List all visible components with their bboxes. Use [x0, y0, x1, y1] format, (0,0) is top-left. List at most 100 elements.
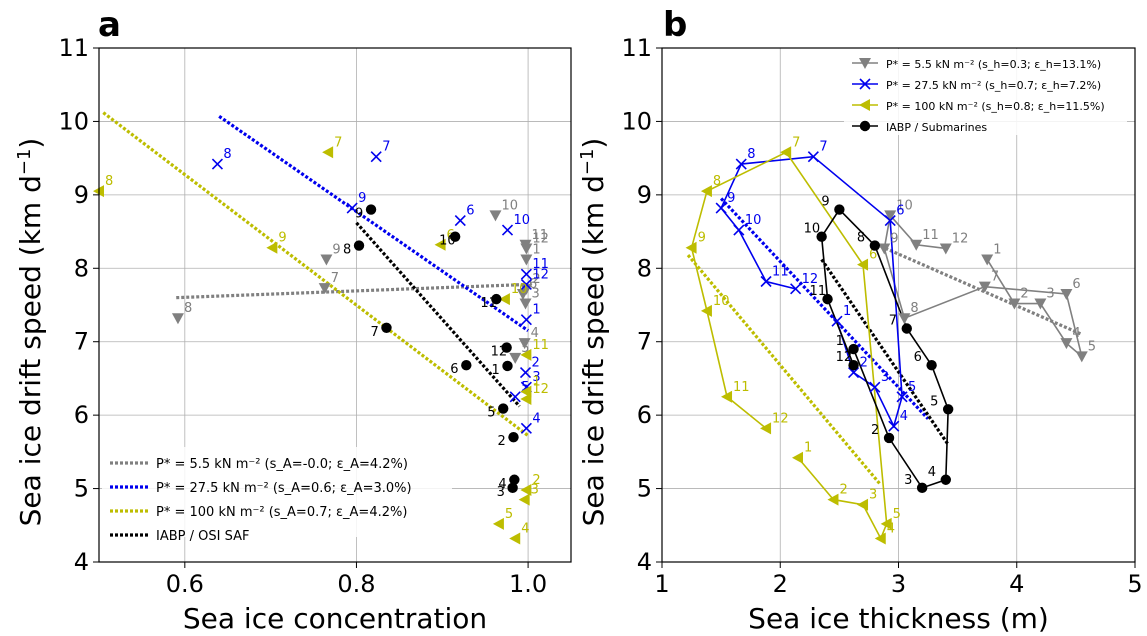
- point-blue-month-10: [733, 224, 745, 236]
- point-gray-month-3: [1034, 298, 1047, 310]
- point-black-month-6: [926, 360, 937, 371]
- point-gray-month-8: [898, 313, 911, 325]
- month-label-olive: 1: [804, 441, 812, 456]
- point-gray-month-1: [981, 254, 994, 266]
- month-label-blue: 4: [532, 411, 540, 426]
- panel-a-ylabel: Sea ice drift speed (km d−1): [14, 138, 48, 527]
- month-label-gray: 3: [532, 287, 540, 302]
- month-label-black: 1: [491, 363, 499, 378]
- fit-line-gray: [176, 282, 529, 300]
- panel-letter-b: b: [663, 5, 687, 45]
- month-label-blue: 1: [532, 303, 540, 318]
- point-black-month-9: [365, 204, 377, 215]
- point-gray-month-5: [1075, 351, 1088, 363]
- legend-label-gray: P* = 5.5 kN m⁻² (s_h=0.3; ε_h=13.1%): [886, 58, 1101, 71]
- month-label-black: 11: [810, 284, 827, 299]
- month-label-black: 1: [836, 334, 844, 349]
- y-tick-label: 6: [74, 401, 89, 429]
- month-label-black: 3: [904, 473, 912, 488]
- y-tick-label: 8: [74, 254, 89, 282]
- month-label-olive: 7: [792, 135, 800, 150]
- point-gray-month-9: [320, 254, 333, 266]
- y-tick-label: 10: [621, 107, 652, 135]
- month-label-olive: 4: [521, 522, 529, 537]
- month-label-gray: 1: [993, 242, 1001, 257]
- legend-label-gray: P* = 5.5 kN m⁻² (s_A=-0.0; ε_A=4.2%): [156, 457, 408, 472]
- legend: P* = 5.5 kN m⁻² (s_h=0.3; ε_h=13.1%) P* =…: [844, 49, 1127, 135]
- point-black-month-5: [498, 403, 509, 414]
- month-label-blue: 5: [521, 380, 529, 395]
- month-label-gray: 9: [332, 242, 340, 257]
- month-label-gray: 10: [896, 198, 913, 213]
- month-label-black: 4: [498, 477, 506, 492]
- point-black-month-8: [869, 240, 881, 251]
- x-tick-label: 2: [773, 570, 788, 598]
- point-black-month-10: [816, 231, 827, 242]
- month-label-black: 5: [487, 406, 495, 421]
- y-tick-label: 9: [637, 181, 652, 209]
- point-olive-month-5: [492, 517, 504, 530]
- point-black-month-3: [507, 482, 518, 494]
- month-label-olive: 8: [713, 174, 721, 189]
- fit-line-blue: [218, 114, 530, 333]
- point-black-month-1: [848, 343, 859, 355]
- month-label-blue: 11: [532, 257, 549, 272]
- month-label-black: 2: [871, 423, 879, 438]
- point-blue-month-11: [760, 275, 772, 288]
- point-gray-month-2: [1008, 298, 1021, 310]
- x-axis-title: Sea ice concentration: [183, 602, 487, 635]
- point-olive-month-12: [760, 422, 772, 435]
- month-label-gray: 10: [501, 198, 518, 213]
- month-label-blue: 12: [802, 272, 819, 287]
- month-label-black: 4: [928, 465, 936, 480]
- seasonal-path-black: [820, 208, 949, 489]
- month-label-blue: 1: [843, 304, 851, 319]
- point-black-month-2: [883, 432, 895, 444]
- point-olive-month-8: [700, 185, 712, 198]
- month-label-blue: 2: [532, 356, 540, 371]
- point-olive-month-10: [498, 293, 510, 306]
- month-label-black: 9: [355, 207, 363, 222]
- point-olive-month-10: [700, 304, 712, 317]
- month-label-blue: 10: [513, 213, 530, 228]
- x-tick-label: 1.0: [509, 570, 547, 598]
- month-label-blue: 3: [532, 370, 540, 385]
- point-olive-month-4: [874, 532, 886, 545]
- legend-marker-black: [859, 120, 871, 132]
- axes-frame: [98, 47, 572, 563]
- y-tick-label: 7: [74, 328, 89, 356]
- month-label-gray: 2: [1020, 287, 1028, 302]
- month-label-blue: 7: [819, 140, 827, 155]
- point-olive-month-9: [685, 241, 697, 254]
- y-tick-label: 5: [637, 475, 652, 503]
- month-label-blue: 8: [223, 147, 231, 162]
- month-label-gray: 8: [184, 301, 192, 316]
- point-gray-month-6: [1060, 288, 1073, 300]
- point-blue-month-12: [790, 283, 802, 295]
- month-label-olive: 7: [334, 135, 342, 150]
- month-label-gray: 4: [1072, 326, 1080, 341]
- point-blue-month-8: [735, 158, 747, 170]
- month-label-blue: 5: [908, 380, 916, 395]
- point-black-month-8: [353, 240, 365, 251]
- panel-a-chart: 1234567891011121234567891011121234567891…: [58, 34, 572, 635]
- point-black-month-1: [502, 360, 513, 372]
- point-olive-month-9: [266, 241, 278, 254]
- legend-box: [844, 49, 1127, 135]
- month-label-gray: 6: [529, 277, 537, 292]
- month-label-black: 8: [857, 231, 865, 246]
- point-blue-month-2: [519, 366, 532, 379]
- month-label-blue: 8: [747, 147, 755, 162]
- point-blue-month-11: [520, 268, 532, 280]
- point-olive-month-2: [827, 493, 839, 506]
- legend-marker-blue: [859, 78, 871, 90]
- month-label-black: 7: [370, 325, 378, 340]
- month-label-black: 11: [480, 296, 497, 311]
- point-gray-month-3: [519, 298, 532, 310]
- point-olive-month-6: [434, 238, 446, 251]
- fit-line-gray: [880, 244, 1083, 336]
- month-label-olive: 12: [772, 411, 789, 426]
- legend-box: [102, 447, 452, 537]
- month-label-blue: 7: [382, 140, 390, 155]
- legend-label-blue: P* = 27.5 kN m⁻² (s_h=0.7; ε_h=7.2%): [886, 79, 1101, 92]
